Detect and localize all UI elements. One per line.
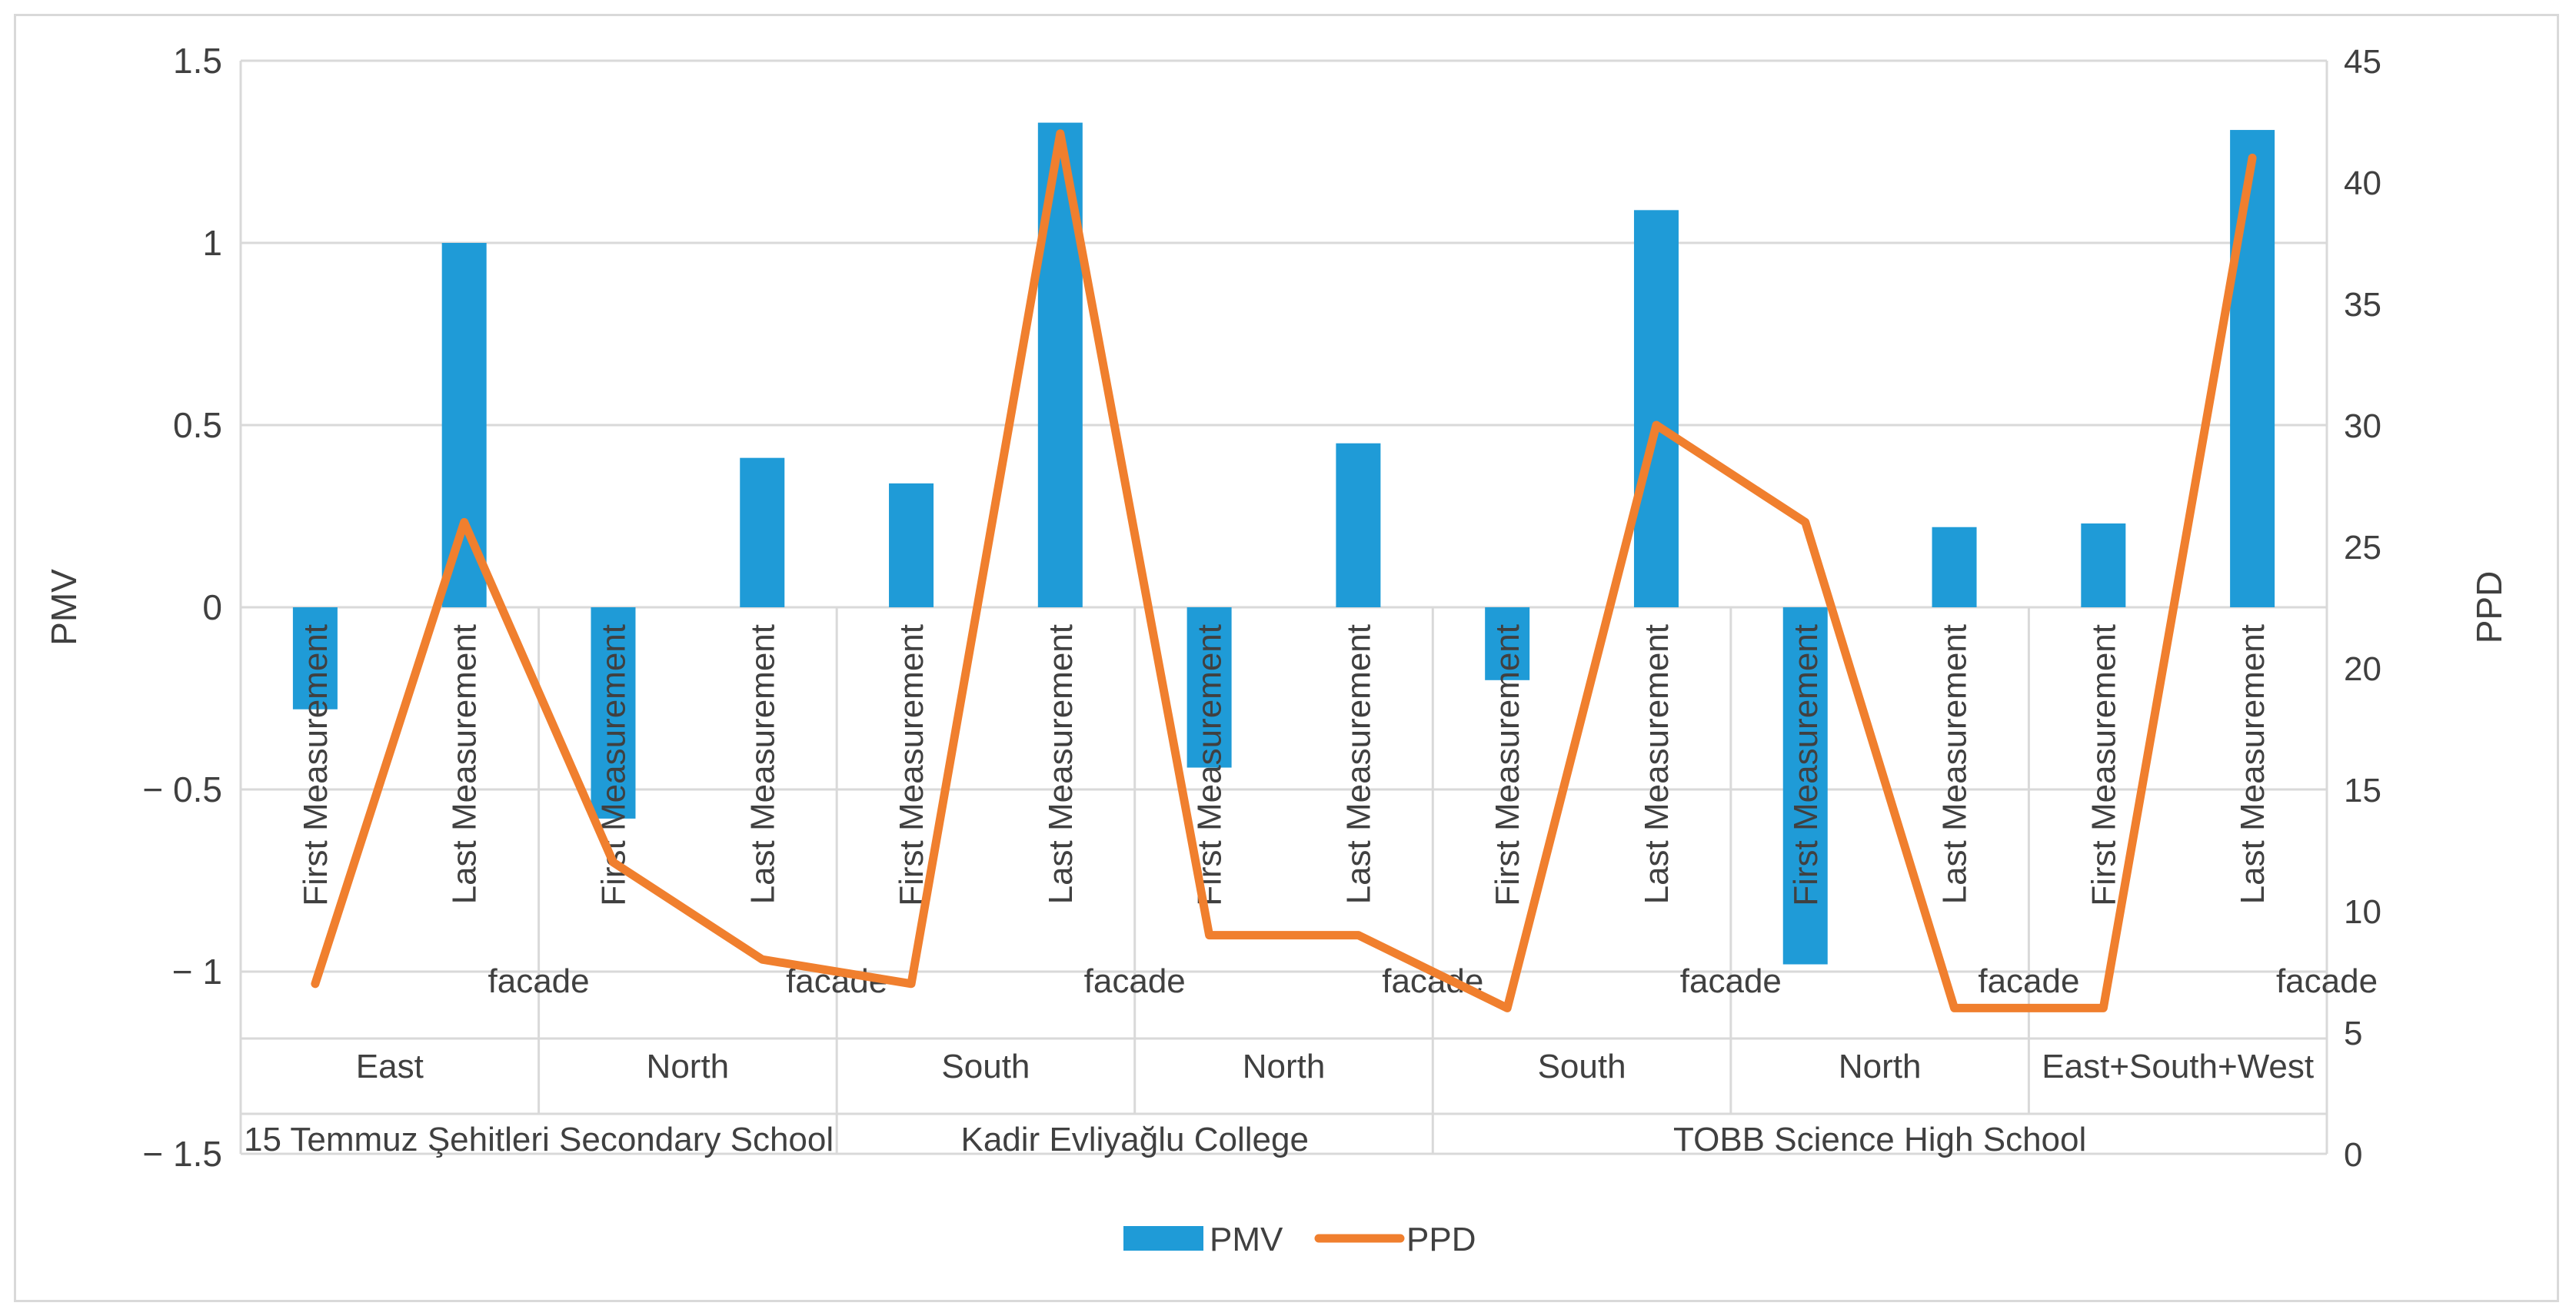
right-axis-title: PPD xyxy=(2469,571,2509,644)
left-tick-label: − 1.5 xyxy=(142,1134,222,1174)
pmv-ppd-chart: First Measurement Last Measurement First M… xyxy=(44,41,2509,1258)
measurement-label: Last Measurement xyxy=(1340,624,1377,904)
pmv-bar xyxy=(591,607,636,819)
facade-name: South xyxy=(941,1048,1030,1085)
legend-swatch-pmv xyxy=(1123,1226,1203,1251)
gridlines xyxy=(239,59,2328,1155)
pmv-bar xyxy=(292,607,338,710)
right-tick-label: 5 xyxy=(2344,1015,2362,1052)
chart-frame: First Measurement Last Measurement First M… xyxy=(14,14,2559,1302)
pmv-bar xyxy=(1485,607,1530,680)
facade-name: North xyxy=(1839,1048,1922,1085)
facade-word: facade xyxy=(488,962,590,1000)
legend-label-pmv: PMV xyxy=(1210,1221,1283,1258)
right-tick-label: 25 xyxy=(2344,529,2381,567)
pmv-bar xyxy=(2081,523,2126,607)
measurement-label: First Measurement xyxy=(297,624,334,906)
left-axis-title: PMV xyxy=(44,569,84,646)
category-axis: First Measurement Last Measurement First M… xyxy=(239,607,2378,1158)
measurement-label: First Measurement xyxy=(1787,624,1825,906)
measurement-label: Last Measurement xyxy=(2234,624,2271,904)
school-name: Kadir Evliyağlu College xyxy=(960,1121,1308,1158)
school-name: TOBB Science High School xyxy=(1673,1121,2086,1158)
measurement-label: Last Measurement xyxy=(744,624,781,904)
right-tick-label: 15 xyxy=(2344,772,2381,809)
measurement-label: Last Measurement xyxy=(446,624,484,904)
left-tick-label: − 0.5 xyxy=(142,769,222,809)
ppd-line-path xyxy=(311,129,2257,1012)
left-tick-label: 0 xyxy=(202,587,222,627)
facade-word: facade xyxy=(1978,962,2079,1000)
pmv-bar xyxy=(1932,527,1977,607)
left-tick-label: 1 xyxy=(202,223,222,263)
legend-label-ppd: PPD xyxy=(1406,1221,1476,1258)
pmv-bar xyxy=(1336,443,1381,607)
facade-word: facade xyxy=(2276,962,2378,1000)
right-tick-label: 30 xyxy=(2344,407,2381,445)
facade-word: facade xyxy=(1084,962,1186,1000)
measurement-label: First Measurement xyxy=(2085,624,2122,906)
pmv-bar xyxy=(2230,130,2275,607)
measurement-label: Last Measurement xyxy=(1936,624,1974,904)
measurement-label: Last Measurement xyxy=(1638,624,1676,904)
facade-name: East+South+West xyxy=(2042,1048,2314,1085)
pmv-bar xyxy=(889,483,934,607)
pmv-bars xyxy=(292,122,2275,965)
legend: PMV PPD xyxy=(1123,1221,1476,1258)
pmv-bar xyxy=(1782,607,1828,965)
left-tick-label: − 1 xyxy=(172,952,222,992)
facade-name: North xyxy=(647,1048,730,1085)
right-tick-label: 10 xyxy=(2344,893,2381,931)
right-tick-label: 20 xyxy=(2344,650,2381,688)
right-tick-label: 45 xyxy=(2344,43,2381,81)
school-name: 15 Temmuz Şehitleri Secondary School xyxy=(244,1121,834,1158)
facade-name: South xyxy=(1538,1048,1626,1085)
axis-labels: 1.5 1 0.5 0 − 0.5 − 1 − 1.5 45 40 35 30 25 20 15 10 5 0 P… xyxy=(44,41,2509,1174)
facade-name: North xyxy=(1243,1048,1326,1085)
pmv-bar xyxy=(740,457,785,607)
left-tick-label: 0.5 xyxy=(173,405,222,445)
measurement-label: First Measurement xyxy=(893,624,930,906)
facade-word: facade xyxy=(1680,962,1782,1000)
left-tick-label: 1.5 xyxy=(173,41,222,81)
ppd-line xyxy=(311,129,2257,1012)
right-tick-label: 35 xyxy=(2344,286,2381,324)
measurement-label: First Measurement xyxy=(1489,624,1526,906)
facade-name: East xyxy=(356,1048,424,1085)
right-tick-label: 0 xyxy=(2344,1136,2362,1174)
pmv-bar xyxy=(1633,210,1679,608)
measurement-label: Last Measurement xyxy=(1042,624,1080,904)
pmv-bar xyxy=(1186,607,1232,768)
right-tick-label: 40 xyxy=(2344,164,2381,202)
